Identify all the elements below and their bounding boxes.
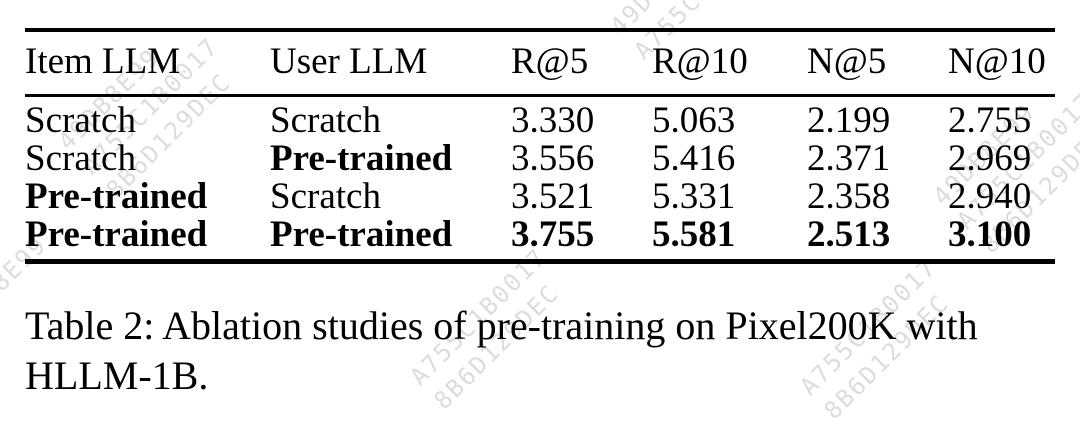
header-r5: R@5 [511, 30, 652, 97]
cell-r10: 5.331 [652, 176, 736, 217]
cell-n10: 2.940 [948, 176, 1032, 217]
table-row: Scratch Scratch 3.330 5.063 2.199 2.755 [25, 96, 1055, 141]
cell-item-llm: Pre-trained [25, 176, 208, 217]
cell-r10: 5.063 [652, 100, 736, 141]
table-caption: Table 2: Ablation studies of pre-trainin… [25, 301, 1065, 401]
header-r10: R@10 [652, 30, 807, 97]
cell-item-llm: Pre-trained [25, 216, 270, 264]
table-row: Pre-trained Scratch 3.521 5.331 2.358 2.… [25, 178, 1055, 216]
cell-item-llm: Scratch [25, 138, 136, 179]
table-row: Scratch Pre-trained 3.556 5.416 2.371 2.… [25, 140, 1055, 178]
caption-line-2: HLLM-1B. [25, 353, 209, 398]
header-item-llm: Item LLM [25, 30, 270, 97]
cell-n5: 2.358 [807, 176, 891, 217]
cell-n10: 2.969 [948, 138, 1032, 179]
header-n5: N@5 [807, 30, 948, 97]
header-user-llm: User LLM [270, 30, 511, 97]
cell-user-llm: Pre-trained [270, 138, 453, 179]
cell-r10: 5.581 [652, 216, 807, 264]
cell-n10: 3.100 [948, 216, 1055, 264]
cell-user-llm: Scratch [270, 100, 381, 141]
table-header-row: Item LLM User LLM R@5 R@10 N@5 N@10 [25, 30, 1055, 97]
cell-user-llm: Pre-trained [270, 216, 511, 264]
table-row: Pre-trained Pre-trained 3.755 5.581 2.51… [25, 216, 1055, 264]
ablation-results-table: Item LLM User LLM R@5 R@10 N@5 N@10 Scra… [25, 28, 1055, 264]
cell-n5: 2.513 [807, 216, 948, 264]
header-n10: N@10 [948, 30, 1055, 97]
cell-r10: 5.416 [652, 138, 736, 179]
cell-r5: 3.556 [511, 138, 595, 179]
cell-r5: 3.330 [511, 100, 595, 141]
cell-r5: 3.755 [511, 216, 652, 264]
cell-r5: 3.521 [511, 176, 595, 217]
cell-user-llm: Scratch [270, 176, 381, 217]
cell-n5: 2.371 [807, 138, 891, 179]
caption-line-1: Table 2: Ablation studies of pre-trainin… [25, 303, 978, 348]
cell-n5: 2.199 [807, 100, 891, 141]
cell-n10: 2.755 [948, 100, 1032, 141]
cell-item-llm: Scratch [25, 100, 136, 141]
